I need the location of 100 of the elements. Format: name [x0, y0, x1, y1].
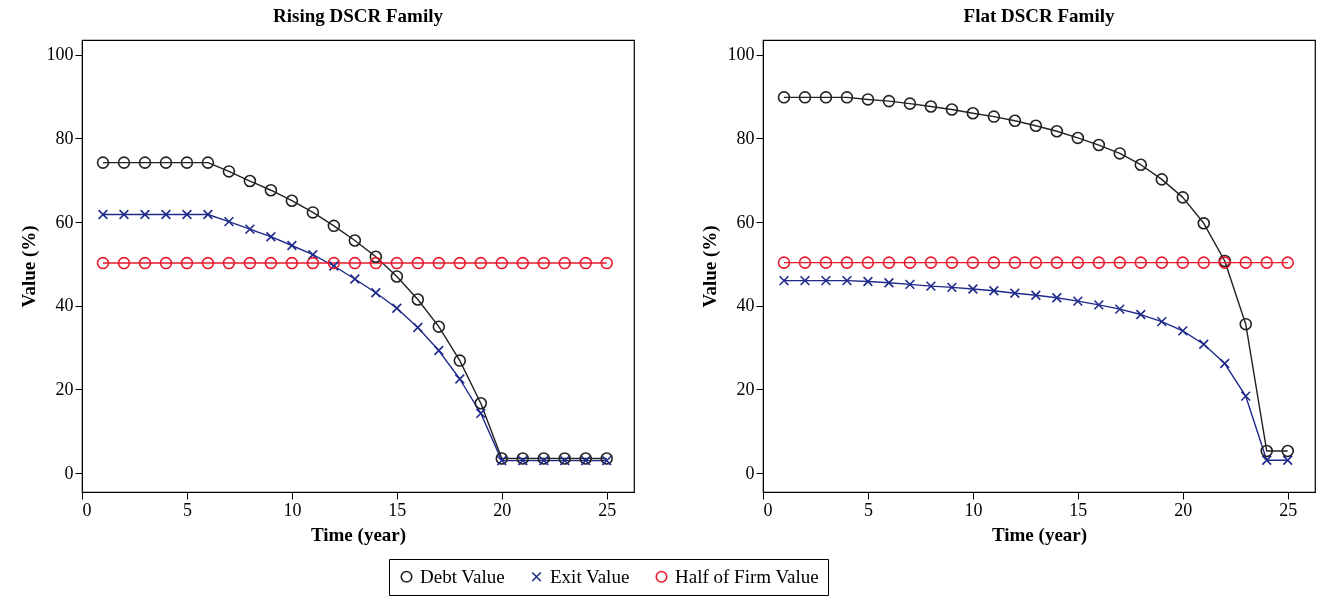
point — [349, 273, 361, 285]
point — [369, 256, 383, 270]
x-axis-title: Time (year) — [310, 523, 407, 546]
point — [945, 103, 959, 116]
x-tick-label: 15 — [388, 499, 407, 520]
point — [819, 91, 833, 104]
point — [118, 209, 130, 220]
point — [222, 256, 236, 270]
point — [243, 174, 257, 188]
point — [433, 345, 444, 356]
legend-label: Half of Firm Value — [675, 565, 819, 587]
point — [861, 256, 875, 269]
point — [841, 275, 853, 286]
point — [1008, 256, 1022, 269]
point — [474, 256, 488, 270]
point — [474, 397, 488, 410]
point — [432, 256, 446, 270]
y-tick-label: 60 — [55, 211, 74, 232]
x-tick-label: 25 — [1279, 499, 1298, 520]
point — [264, 256, 278, 270]
legend-label: Debt Value — [420, 565, 505, 587]
y-tick-label: 0 — [64, 462, 74, 483]
point — [778, 275, 790, 286]
point — [1030, 290, 1042, 301]
point — [1281, 444, 1294, 458]
point — [924, 100, 938, 113]
point — [1240, 390, 1251, 402]
point — [777, 91, 791, 104]
point — [390, 270, 404, 283]
point — [988, 285, 1000, 296]
point — [412, 322, 423, 333]
x-tick-label: 10 — [283, 499, 302, 520]
y-axis-title: Value (%) — [698, 225, 721, 308]
point — [799, 275, 811, 286]
point — [1197, 217, 1211, 230]
x-tick-label: 15 — [1069, 499, 1088, 520]
y-tick-label: 40 — [736, 295, 755, 316]
point — [516, 256, 530, 270]
x-tick-label: 0 — [82, 499, 92, 520]
point — [159, 256, 173, 270]
point — [159, 156, 173, 169]
point — [139, 209, 151, 220]
point — [201, 256, 215, 270]
point — [285, 194, 299, 207]
point — [285, 256, 299, 270]
point — [411, 293, 425, 306]
x-tick-label: 5 — [182, 499, 192, 520]
point — [946, 282, 958, 293]
point — [840, 91, 854, 104]
point — [987, 256, 1001, 269]
point — [1092, 256, 1106, 269]
point — [117, 156, 131, 169]
point — [96, 156, 110, 169]
point — [327, 219, 341, 233]
point — [244, 223, 256, 235]
point — [1009, 288, 1021, 299]
legend-label: Exit Value — [550, 565, 630, 587]
point — [1114, 303, 1125, 315]
point — [1050, 256, 1064, 269]
y-tick-label: 0 — [745, 462, 755, 483]
point — [1155, 256, 1169, 269]
point — [1051, 292, 1063, 303]
point — [1134, 158, 1148, 171]
point — [820, 275, 832, 286]
point — [1071, 256, 1085, 269]
point — [1239, 256, 1253, 269]
point — [411, 256, 425, 270]
point — [987, 110, 1001, 123]
point — [1282, 455, 1293, 466]
point — [475, 408, 486, 419]
point — [97, 209, 109, 220]
x-axis-title: Time (year) — [991, 523, 1088, 546]
point — [369, 250, 383, 264]
y-tick-label: 20 — [736, 378, 755, 399]
x-tick-label: 5 — [863, 499, 873, 520]
point — [579, 256, 592, 270]
point — [307, 249, 319, 260]
point — [327, 256, 341, 270]
point — [777, 256, 791, 269]
point — [328, 260, 340, 272]
point — [862, 276, 874, 287]
point — [903, 97, 917, 110]
point — [1029, 256, 1043, 269]
point — [903, 256, 917, 269]
point — [306, 256, 320, 270]
point — [967, 283, 979, 295]
y-tick-label: 80 — [55, 127, 74, 148]
point — [798, 91, 812, 104]
point — [223, 216, 235, 227]
point — [925, 280, 937, 292]
point — [454, 373, 465, 385]
point — [1176, 256, 1190, 269]
point — [1029, 119, 1043, 133]
point — [966, 256, 980, 269]
point — [1092, 138, 1106, 152]
point — [798, 256, 812, 269]
point — [1219, 358, 1230, 369]
y-tick-label: 100 — [46, 44, 74, 65]
point — [1113, 256, 1127, 269]
point — [1239, 317, 1253, 331]
